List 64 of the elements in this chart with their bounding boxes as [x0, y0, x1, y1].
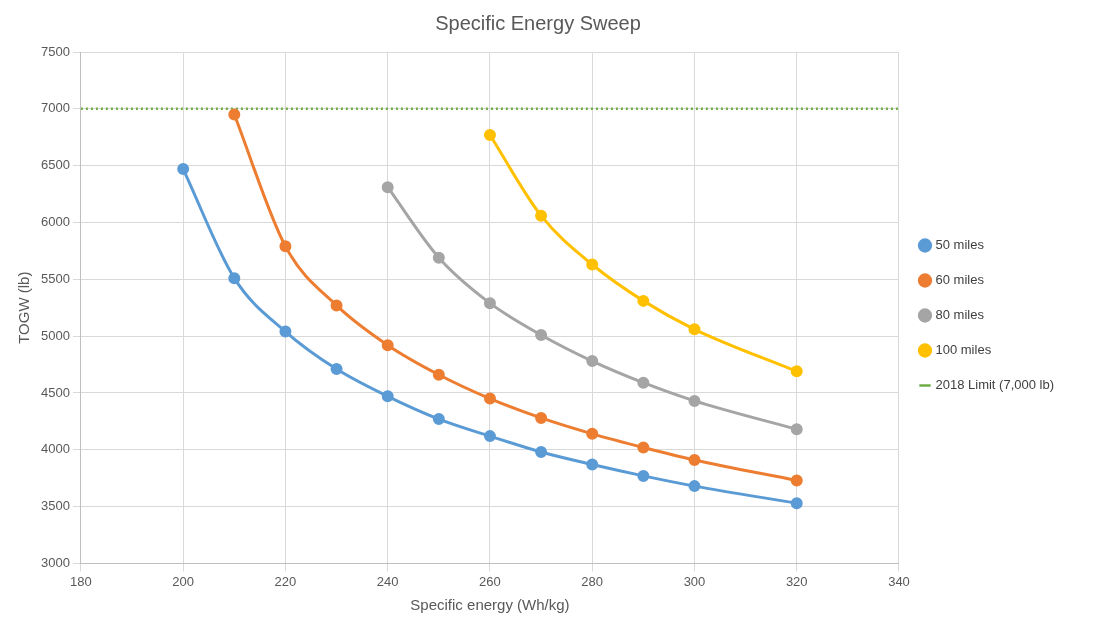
- point: [790, 474, 803, 487]
- point: [330, 299, 343, 312]
- y-tick-label: 7500: [41, 43, 70, 59]
- point: [279, 240, 292, 253]
- y-tick-label: 7000: [41, 100, 70, 116]
- point: [790, 497, 803, 510]
- point: [790, 423, 803, 436]
- point: [381, 339, 394, 352]
- y-axis-title: TOGW (lb): [15, 271, 33, 344]
- point: [688, 394, 701, 407]
- point: [688, 453, 701, 466]
- x-tick-label: 220: [274, 573, 297, 589]
- point: [279, 325, 292, 338]
- point: [483, 392, 496, 405]
- point: [432, 251, 445, 264]
- point: [432, 368, 445, 381]
- y-tick-label: 6000: [41, 214, 70, 230]
- y-tick-label: 3000: [41, 554, 70, 570]
- y-tick-label: 4500: [41, 384, 70, 400]
- point: [790, 365, 803, 378]
- x-tick-label: 320: [785, 573, 808, 589]
- point: [688, 323, 701, 336]
- point: [228, 272, 241, 285]
- x-tick-label: 260: [479, 573, 501, 589]
- point: [535, 209, 548, 222]
- point: [177, 163, 190, 176]
- point: [535, 328, 548, 341]
- x-tick-label: 200: [172, 573, 195, 589]
- legend-label: 100 miles: [935, 342, 992, 358]
- x-axis-title: Specific energy (Wh/kg): [410, 596, 570, 614]
- point: [637, 469, 650, 482]
- point: [586, 258, 599, 271]
- point: [535, 446, 548, 459]
- x-tick-label: 340: [888, 573, 910, 589]
- y-tick-label: 5000: [41, 327, 70, 343]
- point: [586, 458, 599, 471]
- point: [330, 363, 343, 376]
- legend-label: 80 miles: [935, 307, 985, 323]
- point: [637, 376, 650, 389]
- point: [586, 427, 599, 440]
- point: [483, 430, 496, 443]
- point: [483, 128, 496, 141]
- y-tick-label: 6500: [41, 157, 70, 173]
- point: [688, 480, 701, 493]
- point: [637, 441, 650, 454]
- point: [483, 297, 496, 310]
- chart-title: Specific Energy Sweep: [435, 11, 641, 34]
- point: [381, 181, 394, 194]
- legend-label: 2018 Limit (7,000 lb): [935, 377, 1054, 393]
- y-tick-label: 5500: [41, 270, 70, 286]
- x-tick-label: 300: [683, 573, 706, 589]
- point: [432, 413, 445, 426]
- x-tick-label: 240: [376, 573, 399, 589]
- point: [381, 390, 394, 403]
- y-tick-label: 4000: [41, 441, 70, 457]
- y-tick-label: 3500: [41, 498, 70, 514]
- x-tick-label: 280: [581, 573, 604, 589]
- point: [586, 355, 599, 368]
- point: [637, 294, 650, 307]
- legend-label: 60 miles: [935, 272, 985, 288]
- legend-label: 50 miles: [935, 237, 985, 253]
- x-tick-label: 180: [70, 573, 92, 589]
- point: [228, 108, 241, 121]
- point: [535, 411, 548, 424]
